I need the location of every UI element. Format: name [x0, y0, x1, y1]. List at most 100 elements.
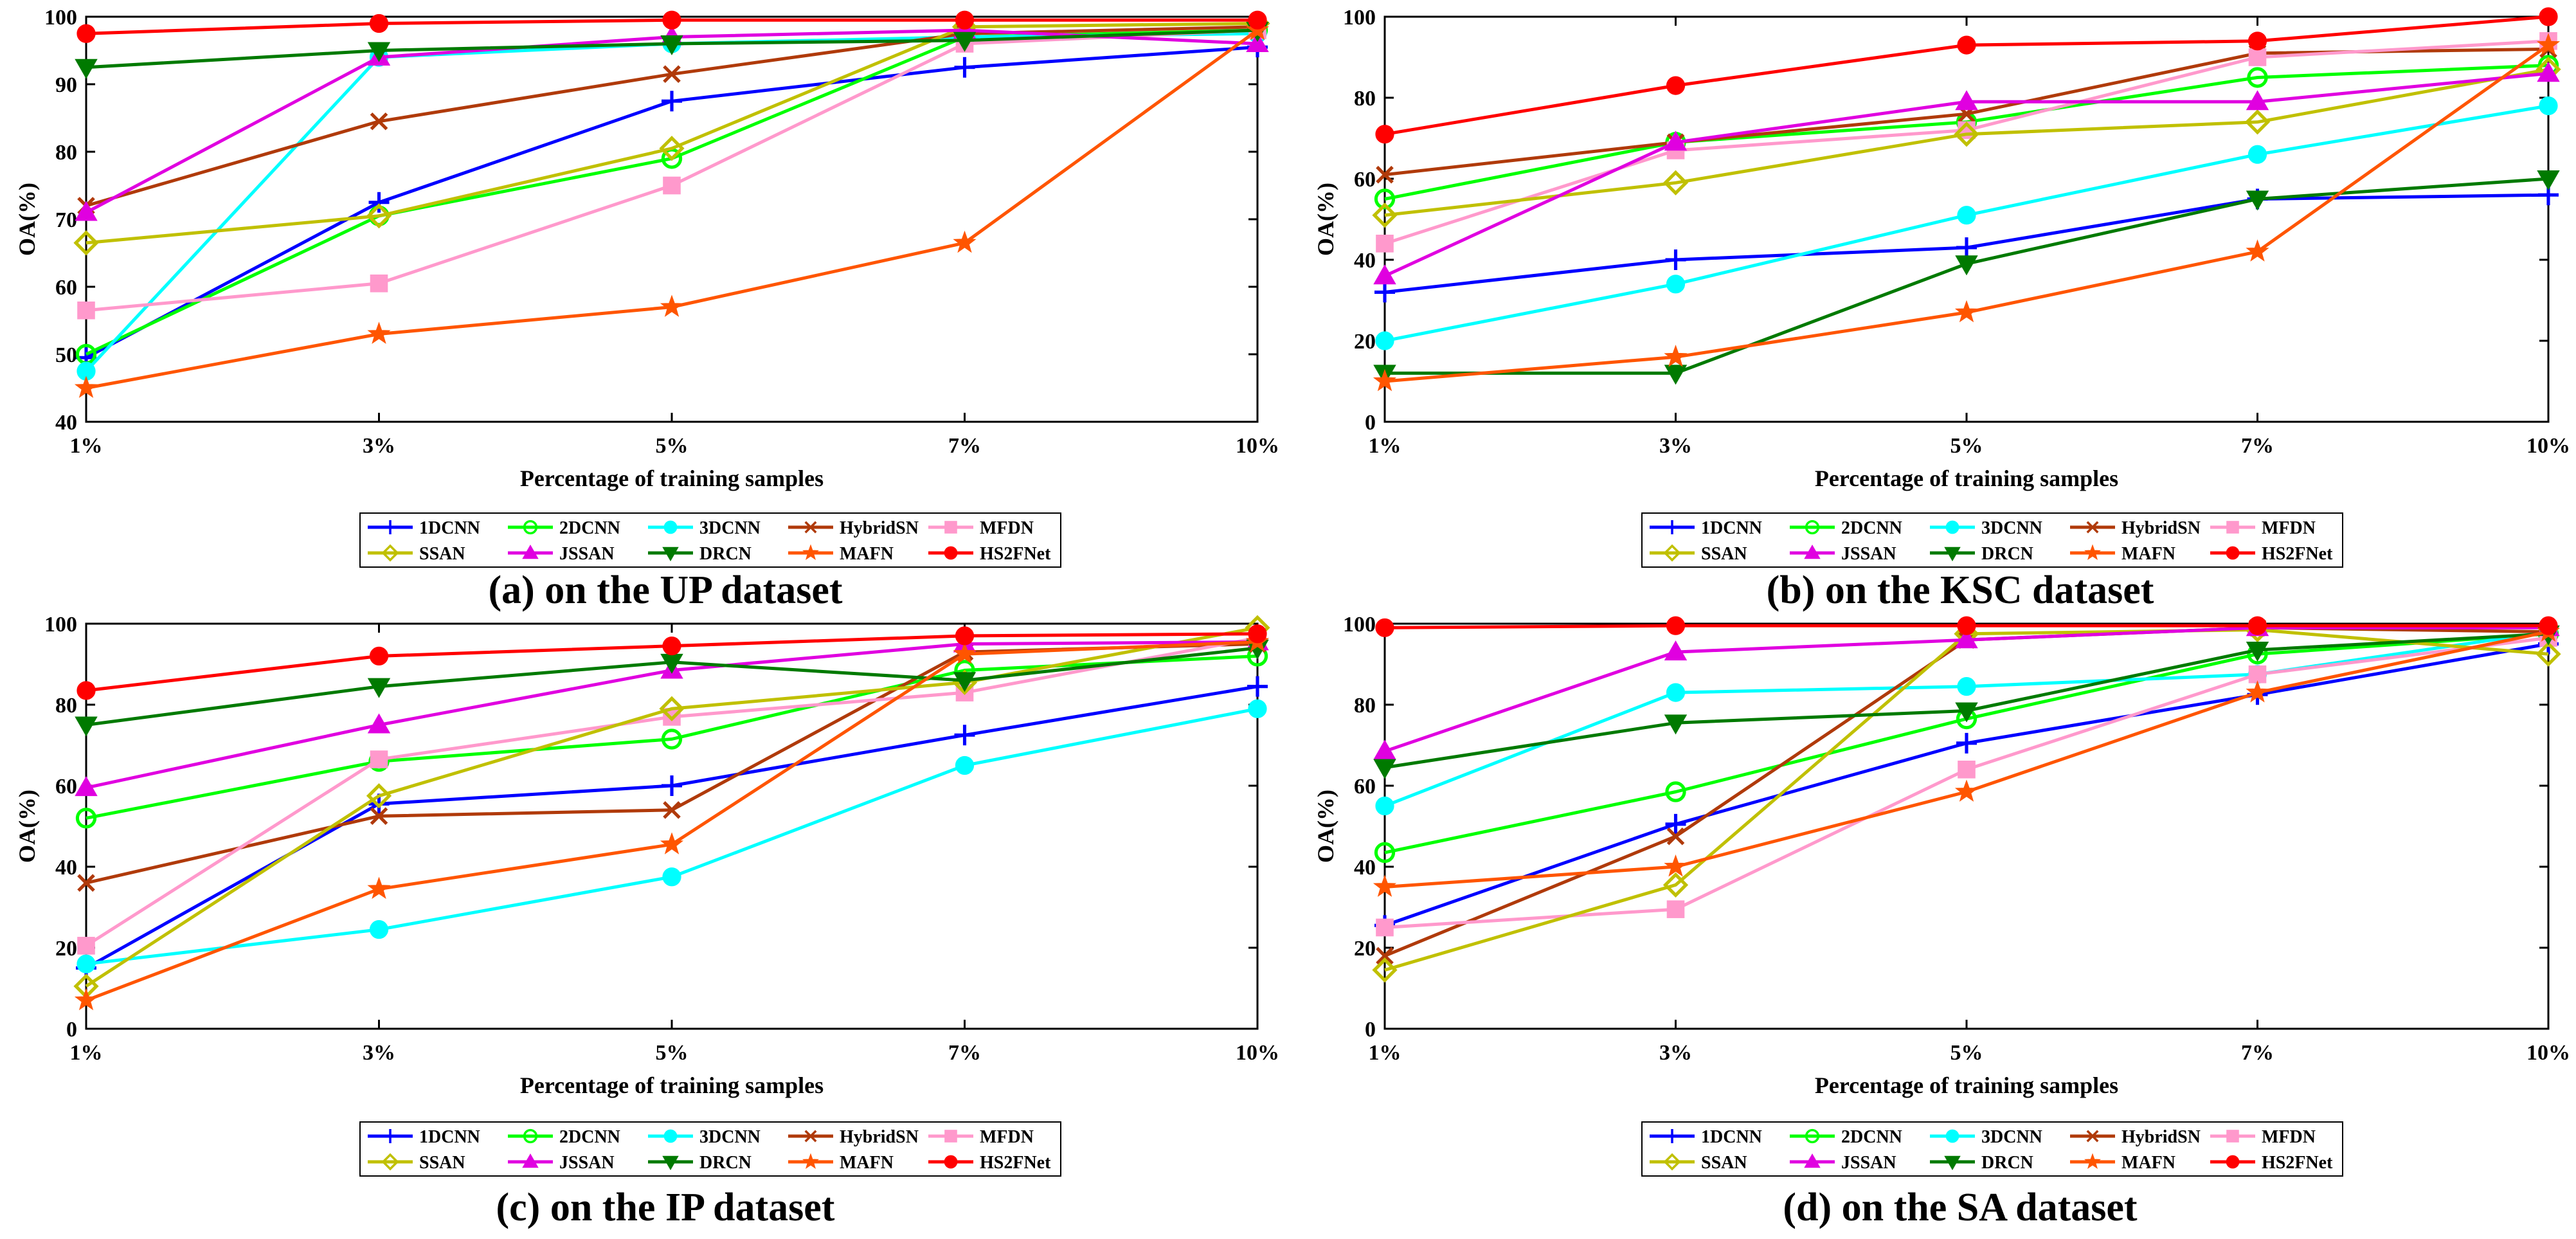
legend-label: 2DCNN: [559, 1127, 620, 1147]
data-point: [1374, 282, 1395, 303]
data-point: [75, 59, 98, 79]
data-point: [2248, 48, 2267, 66]
chart-panel-1: 40 50 60 70 80 90 100 1% 3% 5% 7% 10% Percentage of …: [14, 6, 1279, 612]
data-point: [660, 35, 683, 56]
legend-label: 3DCNN: [1981, 518, 2042, 538]
series-mafn: [74, 629, 1270, 1011]
legend-label: HybridSN: [840, 1127, 919, 1147]
data-point: [953, 32, 977, 52]
data-point: [1664, 131, 1688, 151]
series-line: [1384, 15, 2549, 136]
data-point: [953, 230, 977, 253]
data-point: [1957, 206, 1976, 225]
legend-marker: [381, 544, 399, 562]
data-point: [77, 681, 96, 700]
data-point: [1666, 616, 1686, 635]
legend-label: HS2FNet: [980, 544, 1051, 564]
legend-label: HybridSN: [840, 518, 919, 538]
x-tick-label: 10%: [1236, 434, 1279, 458]
data-point: [367, 713, 391, 734]
data-point: [1665, 781, 1686, 802]
data-point: [370, 274, 388, 293]
legend-label: 1DCNN: [1701, 518, 1762, 538]
data-point: [1958, 761, 1976, 779]
legend-box: [1641, 1121, 2343, 1177]
data-point: [1955, 90, 1978, 111]
chart-caption: (c) on the IP dataset: [496, 1186, 835, 1229]
data-point: [661, 728, 683, 750]
y-tick-label: 100: [1343, 6, 1376, 30]
series-3dcnn: [1375, 96, 2558, 350]
data-point: [370, 112, 388, 131]
legend-marker: [662, 547, 679, 562]
legend-marker: [1805, 1128, 1820, 1144]
y-tick-label: 40: [55, 411, 77, 435]
y-tick-label: 80: [1354, 87, 1376, 111]
data-point: [1375, 331, 1394, 350]
legend-label: DRCN: [1981, 544, 2033, 564]
y-tick-label: 80: [1354, 694, 1376, 718]
data-point: [1957, 35, 1976, 55]
y-tick-label: 40: [1354, 856, 1376, 880]
data-point: [1376, 235, 1394, 253]
data-point: [75, 776, 98, 797]
legend-label: JSSAN: [1841, 544, 1896, 564]
data-point: [77, 24, 96, 43]
series-hs2fnet: [1375, 7, 2558, 144]
data-point: [2247, 67, 2268, 88]
data-point: [1248, 699, 1267, 718]
series-hybridsn: [1376, 40, 2557, 184]
legend-marker: [1804, 1153, 1821, 1168]
legend-label: MFDN: [980, 1127, 1034, 1147]
data-point: [74, 375, 98, 398]
data-point: [2246, 680, 2269, 703]
data-point: [955, 755, 975, 775]
legend-label: HS2FNet: [2262, 544, 2333, 564]
legend: 1DCNN 2DCNN 3DCNN HybridSN MFDN SSAN JSSAN DRCN…: [1641, 512, 2343, 568]
data-point: [366, 203, 392, 229]
data-point: [77, 937, 95, 955]
series-line: [86, 640, 1258, 1002]
legend-label: HybridSN: [2121, 1127, 2201, 1147]
chart-caption: (b) on the KSC dataset: [1767, 568, 2154, 612]
x-tick-label: 5%: [656, 1041, 689, 1065]
data-point: [663, 65, 681, 84]
data-point: [1375, 125, 1394, 144]
legend-label: SSAN: [419, 1153, 465, 1173]
data-point: [369, 14, 389, 33]
series-drcn: [75, 639, 1269, 737]
legend-label: 2DCNN: [1841, 1127, 1902, 1147]
y-tick-label: 50: [55, 343, 77, 367]
data-point: [1664, 854, 1688, 877]
legend-marker: [1944, 547, 1961, 562]
data-point: [1376, 165, 1394, 184]
legend-marker: [2226, 1130, 2239, 1143]
legend-marker: [1945, 1129, 1959, 1143]
data-point: [2539, 7, 2558, 26]
data-point: [1665, 813, 1686, 835]
series-line: [86, 22, 1258, 245]
data-point: [1248, 10, 1267, 30]
y-tick-label: 60: [1354, 775, 1376, 799]
x-tick-label: 5%: [656, 434, 689, 458]
data-point: [1664, 640, 1688, 661]
legend: 1DCNN 2DCNN 3DCNN HybridSN MFDN SSAN JSSAN DRCN…: [359, 1121, 1061, 1177]
data-point: [370, 807, 388, 826]
data-point: [659, 136, 685, 161]
legend-marker: [662, 1155, 679, 1171]
legend-marker: [2086, 521, 2099, 534]
legend-marker: [383, 520, 397, 534]
legend-label: HS2FNet: [980, 1153, 1051, 1173]
legend-marker: [944, 1155, 958, 1169]
data-point: [367, 876, 391, 900]
data-point: [77, 874, 95, 892]
legend-label: JSSAN: [559, 1153, 615, 1173]
data-point: [2535, 641, 2561, 667]
legend-label: 1DCNN: [1701, 1127, 1762, 1147]
data-point: [1374, 842, 1396, 864]
y-axis-label: OA(%): [14, 183, 40, 256]
x-tick-label: 3%: [363, 1041, 395, 1065]
data-point: [662, 91, 682, 112]
y-tick-label: 70: [55, 208, 77, 232]
legend-marker: [804, 521, 817, 534]
